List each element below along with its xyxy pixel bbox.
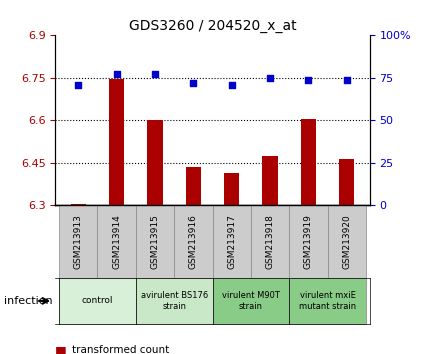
Point — [113, 72, 120, 77]
Bar — [212, 278, 289, 324]
Bar — [289, 278, 366, 324]
Bar — [262, 156, 278, 205]
Point — [343, 77, 350, 82]
Text: GSM213916: GSM213916 — [189, 214, 198, 269]
Bar — [71, 204, 86, 205]
Bar — [186, 167, 201, 205]
Bar — [224, 173, 239, 205]
Bar — [301, 119, 316, 205]
Bar — [289, 205, 328, 278]
Bar — [212, 205, 251, 278]
Text: ■: ■ — [55, 344, 67, 354]
Point — [152, 72, 159, 77]
Text: avirulent BS176
strain: avirulent BS176 strain — [141, 291, 208, 310]
Point — [305, 77, 312, 82]
Text: GSM213913: GSM213913 — [74, 214, 83, 269]
Bar — [328, 205, 366, 278]
Text: GSM213920: GSM213920 — [342, 214, 351, 269]
Bar — [339, 159, 354, 205]
Text: GSM213917: GSM213917 — [227, 214, 236, 269]
Bar — [136, 205, 174, 278]
Point — [75, 82, 82, 87]
Bar — [251, 205, 289, 278]
Bar — [174, 205, 212, 278]
Bar — [59, 278, 136, 324]
Text: control: control — [82, 296, 113, 306]
Text: virulent mxiE
mutant strain: virulent mxiE mutant strain — [299, 291, 356, 310]
Bar — [109, 79, 124, 205]
Title: GDS3260 / 204520_x_at: GDS3260 / 204520_x_at — [129, 19, 296, 33]
Point — [228, 82, 235, 87]
Bar — [97, 205, 136, 278]
Text: infection: infection — [4, 296, 53, 306]
Text: GSM213919: GSM213919 — [304, 214, 313, 269]
Point — [190, 80, 197, 86]
Point — [266, 75, 273, 81]
Bar — [59, 205, 97, 278]
Text: GSM213915: GSM213915 — [150, 214, 159, 269]
Text: GSM213914: GSM213914 — [112, 214, 121, 269]
Bar — [136, 278, 212, 324]
Bar — [147, 120, 163, 205]
Text: virulent M90T
strain: virulent M90T strain — [222, 291, 280, 310]
Text: transformed count: transformed count — [72, 346, 170, 354]
Text: GSM213918: GSM213918 — [266, 214, 275, 269]
